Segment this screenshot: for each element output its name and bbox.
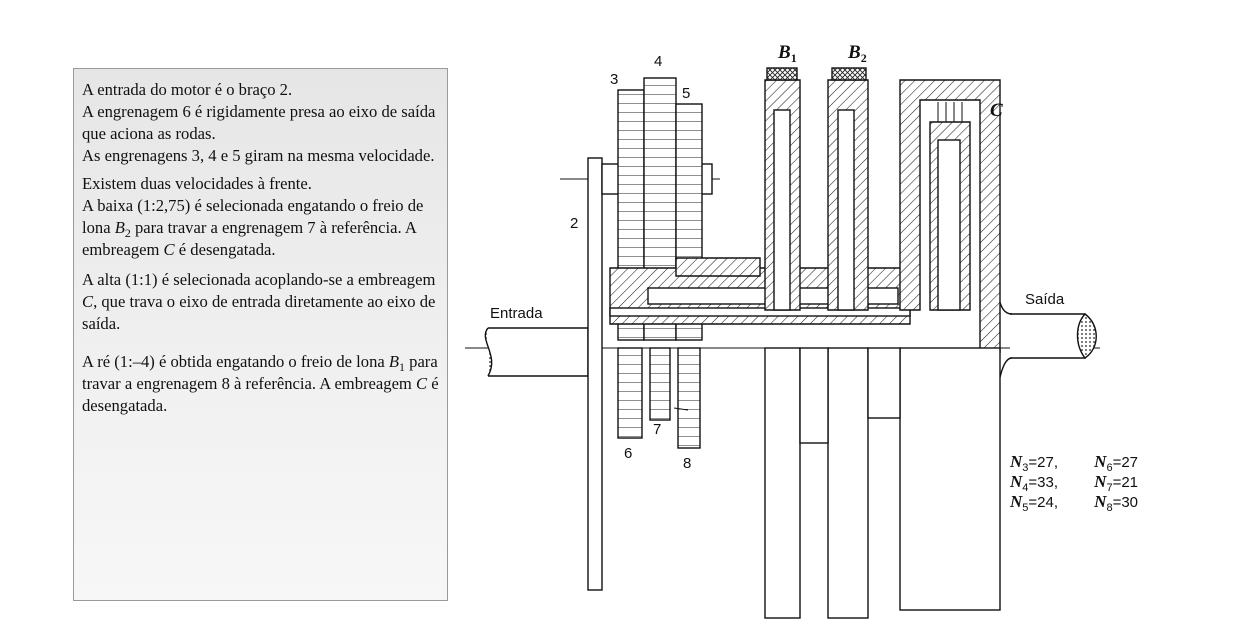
text-line: Existem duas velocidades à frente. [82,174,312,193]
tooth-count-n8: N8=30 [1094,492,1174,514]
brake-b1-symbol: B [777,42,791,63]
text-fragment: é desengatada. [82,374,439,415]
tooth-count-n6: N6=27 [1094,452,1174,474]
brake-b2-symbol: B [847,42,861,63]
brake-symbol: B [388,352,400,371]
tooth-counts: N3=27, N6=27 N4=33, N7=21 N5=24, N8=30 [1010,452,1174,514]
n-value: =24, [1028,494,1059,511]
clutch-symbol: C [416,374,428,393]
n-value: =30 [1112,494,1139,511]
n-value: =27 [1112,454,1139,471]
text-fragment: para travar a engrenagem 7 à referência.… [82,218,416,259]
gear-4-label: 4 [654,53,662,70]
gear-7-label: 7 [653,421,661,438]
gear-3-label: 3 [610,71,618,88]
tooth-count-n7: N7=21 [1094,472,1174,494]
output-label: Saída [1025,291,1065,308]
output-shaft-break [1076,313,1097,359]
clutch-lower [899,347,1001,611]
n-symbol: N [1094,452,1107,471]
text-fragment: para travar a engrenagem 8 à referência.… [82,352,438,393]
n-symbol: N [1094,492,1107,511]
brake-b1-label: B1 [777,42,797,65]
paragraph-reverse: A ré (1:–4) é obtida engatando o freio d… [82,351,439,417]
output-shaft [1010,313,1086,359]
brake-b1-subscript: 1 [791,51,797,65]
text-fragment: A baixa (1:2,75) é selecionada engatando… [82,196,424,237]
clutch-symbol: C [82,292,94,311]
n-value: =21 [1112,474,1139,491]
text-fragment: , que trava o eixo de entrada diretament… [82,292,436,333]
paragraph-intro: A entrada do motor é o braço 2. A engren… [82,79,439,167]
brake-subscript: 1 [399,360,405,375]
drum-b1-lower [764,347,801,619]
tooth-count-row: N5=24, N8=30 [1010,492,1174,514]
text-line: As engrenagens 3, 4 e 5 giram na mesma v… [82,146,435,165]
n-subscript: 5 [1022,501,1029,514]
paragraph-low-speed: Existem duas velocidades à frente. A bai… [82,173,439,261]
n-symbol: N [1010,452,1023,471]
input-shaft [488,327,589,377]
gear-5-hub [675,257,761,277]
brake-symbol: B [114,218,125,237]
brake-band-b1 [766,67,798,81]
clutch-housing [899,79,1001,353]
input-shaft-break [484,327,493,377]
tooth-count-n5: N5=24, [1010,492,1090,514]
brake-b2-subscript: 2 [861,51,867,65]
n-subscript: 3 [1022,461,1029,474]
gear-8-lower [677,347,701,449]
clutch-springs [937,102,963,122]
brake-band-b2 [831,67,867,81]
n-subscript: 4 [1022,481,1029,494]
clutch-symbol: C [163,240,175,259]
tooth-count-n4: N4=33, [1010,472,1090,494]
input-label: Entrada [490,305,543,322]
text-fragment: é desengatada. [174,240,276,259]
gear-3-lower [617,347,643,439]
n-subscript: 7 [1106,481,1113,494]
brake-subscript: 2 [124,226,131,241]
gear-5-label: 5 [682,85,690,102]
clutch-label: C [990,100,1003,121]
tooth-count-n3: N3=27, [1010,452,1090,474]
brake-b2-label: B2 [847,42,867,65]
description-box: A entrada do motor é o braço 2. A engren… [73,68,448,601]
n-symbol: N [1010,472,1023,491]
tooth-count-row: N3=27, N6=27 [1010,452,1174,474]
tooth-count-row: N4=33, N7=21 [1010,472,1174,494]
paragraph-high-speed: A alta (1:1) é selecionada acoplando-se … [82,269,439,335]
arm-2 [587,157,603,591]
transmission-drawing: Entrada Saída 2 3 4 5 6 7 8 B1 B2 C [465,42,1100,619]
n-subscript: 8 [1106,501,1113,514]
n-value: =33, [1028,474,1059,491]
hub-lower-2 [867,347,901,419]
n-symbol: N [1094,472,1107,491]
text-line: A engrenagem 6 é rigidamente presa ao ei… [82,102,436,143]
gear-7-lower [649,347,671,421]
n-subscript: 6 [1106,461,1113,474]
gear-8-label: 8 [683,455,691,472]
n-value: =27, [1028,454,1059,471]
gear-6-label: 6 [624,445,632,462]
drum-b2-lower [827,347,869,619]
hub-lower [799,347,829,444]
text-fragment: A ré (1:–4) é obtida engatando o freio d… [82,352,389,371]
arm-label: 2 [570,215,578,232]
bore-2 [609,307,911,317]
text-fragment: A alta (1:1) é selecionada acoplando-se … [82,270,436,289]
text-line: A entrada do motor é o braço 2. [82,80,293,99]
n-symbol: N [1010,492,1023,511]
